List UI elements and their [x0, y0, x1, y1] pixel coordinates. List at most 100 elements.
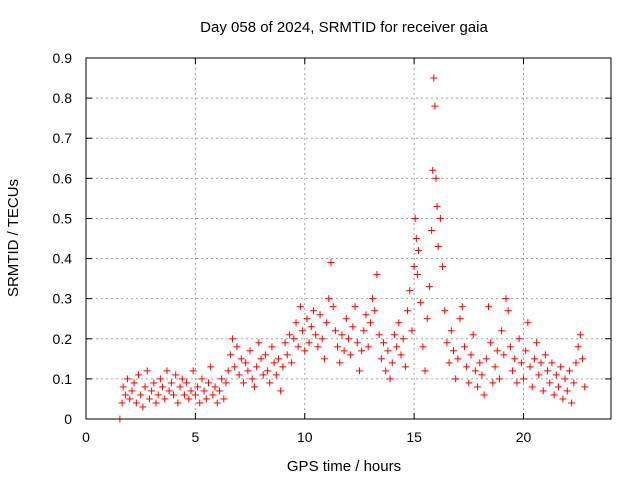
data-point — [264, 367, 272, 375]
data-point — [229, 335, 237, 343]
data-point — [406, 287, 414, 295]
data-point — [268, 343, 276, 351]
data-point — [283, 351, 291, 359]
x-tick-label: 15 — [406, 429, 422, 445]
data-point — [336, 359, 344, 367]
data-point — [205, 379, 212, 387]
data-point — [581, 383, 589, 391]
x-tick-label: 0 — [82, 429, 90, 445]
data-point — [524, 319, 532, 327]
data-point — [436, 214, 444, 222]
data-point — [257, 355, 265, 363]
data-point — [502, 295, 510, 303]
data-point — [165, 387, 173, 395]
y-tick-label: 0.9 — [53, 50, 73, 66]
data-point — [489, 379, 497, 387]
y-tick-label: 0.1 — [53, 371, 73, 387]
data-point — [565, 367, 573, 375]
data-point — [246, 347, 254, 355]
data-point — [189, 367, 197, 375]
data-point — [469, 331, 477, 339]
data-points — [116, 74, 589, 423]
data-point — [504, 307, 512, 315]
y-tick-label: 0.2 — [53, 331, 73, 347]
data-point — [207, 363, 215, 371]
data-point — [198, 375, 206, 383]
data-point — [161, 395, 169, 403]
data-point — [358, 347, 366, 355]
data-point — [559, 395, 567, 403]
data-point — [279, 363, 287, 371]
data-point — [292, 319, 300, 327]
data-point — [546, 379, 554, 387]
data-point — [458, 303, 466, 311]
data-point — [395, 319, 403, 327]
data-point — [242, 359, 250, 367]
data-point — [294, 343, 302, 351]
data-point — [126, 395, 134, 403]
data-point — [428, 226, 436, 234]
data-point — [388, 359, 396, 367]
data-point — [259, 371, 267, 379]
data-point — [154, 391, 162, 399]
data-point — [478, 371, 486, 379]
data-point — [563, 387, 571, 395]
data-point — [439, 263, 447, 271]
data-point — [312, 331, 320, 339]
data-point — [429, 166, 437, 174]
data-point — [421, 367, 429, 375]
data-point — [574, 343, 582, 351]
data-point — [431, 102, 439, 110]
data-point — [386, 375, 394, 383]
data-point — [318, 335, 326, 343]
y-tick-label: 0.4 — [53, 251, 73, 267]
data-point — [128, 387, 136, 395]
data-point — [491, 363, 499, 371]
data-point — [288, 359, 296, 367]
data-point — [342, 315, 350, 323]
data-point — [456, 315, 464, 323]
y-tick-label: 0 — [64, 411, 72, 427]
data-point — [156, 375, 164, 383]
data-point — [248, 375, 256, 383]
data-point — [314, 343, 322, 351]
data-point — [200, 387, 208, 395]
x-tick-label: 5 — [191, 429, 199, 445]
data-point — [143, 367, 151, 375]
data-point — [465, 379, 473, 387]
data-point — [411, 214, 419, 222]
data-point — [397, 351, 405, 359]
data-point — [191, 391, 199, 399]
data-point — [480, 391, 488, 399]
data-point — [152, 399, 160, 407]
x-tick-label: 10 — [297, 429, 313, 445]
data-point — [373, 271, 381, 279]
data-point — [270, 359, 278, 367]
data-point — [132, 399, 140, 407]
data-point — [121, 391, 129, 399]
data-point — [178, 375, 186, 383]
data-point — [145, 395, 153, 403]
data-point — [498, 327, 506, 335]
chart-title: Day 058 of 2024, SRMTID for receiver gai… — [200, 19, 488, 36]
data-point — [331, 327, 339, 335]
data-point — [202, 395, 210, 403]
data-point — [544, 367, 552, 375]
data-point — [141, 383, 149, 391]
data-point — [233, 343, 241, 351]
data-point — [196, 399, 204, 407]
data-point — [485, 303, 492, 311]
data-point — [139, 403, 147, 411]
data-point — [423, 315, 431, 323]
data-point — [471, 367, 479, 375]
y-axis-label: SRMTID / TECUs — [5, 179, 22, 297]
data-point — [218, 375, 226, 383]
x-tick-label: 20 — [516, 429, 532, 445]
data-point — [364, 343, 372, 351]
data-point — [118, 399, 126, 407]
data-point — [433, 202, 441, 210]
data-point — [443, 339, 451, 347]
data-point — [124, 375, 132, 383]
data-point — [579, 355, 587, 363]
